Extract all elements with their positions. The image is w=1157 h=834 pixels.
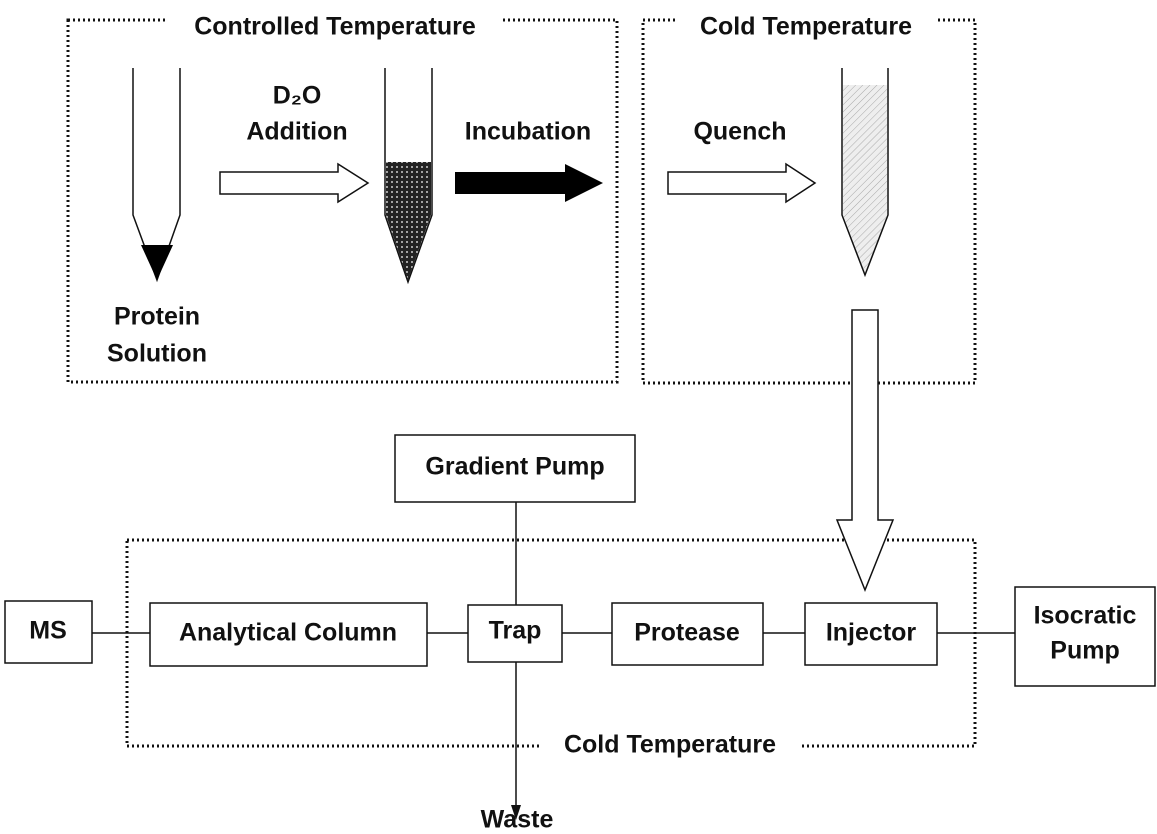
node-label: Gradient Pump (425, 453, 604, 481)
node-box (149, 602, 428, 667)
node-box (4, 600, 93, 664)
tube-fill (141, 245, 173, 280)
node-label: Pump (1050, 637, 1119, 665)
node-box (467, 604, 563, 663)
step-label: D₂O (273, 82, 322, 110)
node-label: Trap (489, 617, 542, 645)
step-label: Quench (693, 118, 786, 146)
arrow-hollow (219, 162, 370, 204)
label-bg (168, 12, 502, 42)
step-label: Incubation (465, 118, 591, 146)
arrow-hollow (667, 162, 817, 204)
region-controlled (66, 18, 619, 384)
tube (384, 68, 433, 285)
arrow-solid (455, 164, 603, 202)
node-label: Injector (826, 619, 917, 647)
node-label: MS (29, 617, 67, 645)
node-box (804, 602, 938, 666)
node-box (1014, 586, 1156, 687)
region-label: Cold Temperature (700, 13, 912, 41)
tube (841, 68, 889, 278)
label-bg (540, 731, 802, 761)
region-cold-lc (125, 538, 977, 748)
tube-fill (843, 85, 887, 273)
label-bg (675, 12, 937, 42)
node-box (394, 434, 636, 503)
region-label: Cold Temperature (564, 731, 776, 759)
arrow-hollow (835, 309, 895, 593)
node-label: Isocratic (1034, 602, 1137, 630)
node-label: Protease (634, 619, 740, 647)
node-label: Analytical Column (179, 619, 397, 647)
step-label: Addition (246, 118, 347, 146)
region-cold (641, 18, 977, 385)
output-label: Waste (481, 806, 554, 834)
tube-fill (386, 162, 431, 280)
arrow-head (511, 805, 521, 820)
step-label: Solution (107, 340, 207, 368)
node-box (611, 602, 764, 666)
region-label: Controlled Temperature (194, 13, 476, 41)
step-label: Protein (114, 303, 200, 331)
